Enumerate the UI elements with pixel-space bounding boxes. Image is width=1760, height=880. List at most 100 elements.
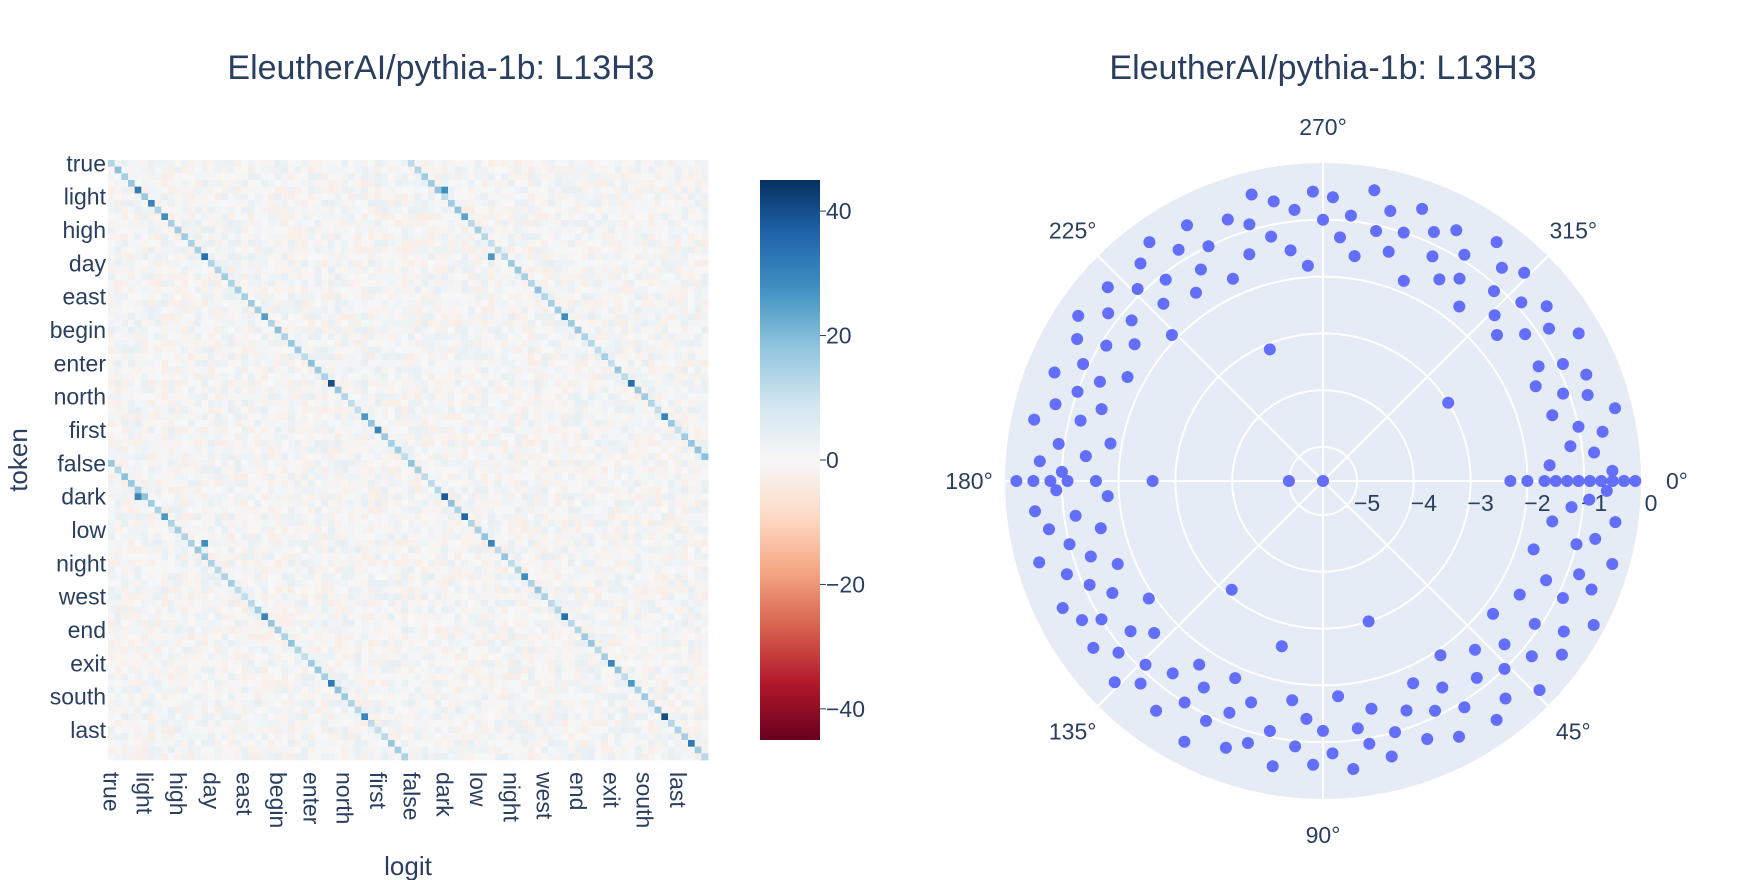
heatmap-cell <box>581 513 589 521</box>
heatmap-cell <box>501 353 509 361</box>
heatmap-cell <box>234 500 242 508</box>
heatmap-cell <box>241 406 249 414</box>
heatmap-cell <box>188 280 196 288</box>
heatmap-cell <box>248 373 256 381</box>
heatmap-cell <box>368 193 376 201</box>
heatmap-cell <box>274 493 282 501</box>
heatmap-cell <box>374 380 382 388</box>
heatmap-cell <box>494 513 502 521</box>
heatmap-cell <box>354 440 362 448</box>
heatmap-cell <box>408 373 416 381</box>
heatmap-cell <box>548 493 556 501</box>
heatmap-cell <box>148 500 156 508</box>
heatmap-cell <box>288 520 296 528</box>
heatmap-cell <box>414 453 422 461</box>
heatmap-cell <box>421 486 429 494</box>
heatmap-cell <box>688 346 696 354</box>
heatmap-cell <box>488 486 496 494</box>
heatmap-cell <box>534 180 542 188</box>
heatmap-cell <box>114 380 122 388</box>
heatmap-cell <box>154 406 162 414</box>
heatmap-cell <box>161 366 169 374</box>
heatmap-cell <box>574 366 582 374</box>
heatmap-cell <box>154 186 162 194</box>
heatmap-cell <box>361 306 369 314</box>
heatmap-cell <box>308 420 316 428</box>
heatmap-cell <box>681 466 689 474</box>
heatmap-cell <box>514 240 522 248</box>
heatmap-cell <box>608 346 616 354</box>
heatmap-cell <box>241 520 249 528</box>
heatmap-cell <box>401 166 409 174</box>
heatmap-cell <box>694 213 702 221</box>
heatmap-cell <box>594 360 602 368</box>
heatmap-cell <box>234 400 242 408</box>
heatmap-cell <box>548 346 556 354</box>
heatmap-cell <box>388 266 396 274</box>
heatmap-cell <box>668 180 676 188</box>
heatmap-cell <box>261 426 269 434</box>
heatmap-cell <box>128 193 136 201</box>
heatmap-cell <box>321 273 329 281</box>
heatmap-cell <box>281 186 289 194</box>
heatmap-cell <box>494 486 502 494</box>
heatmap-cell <box>421 320 429 328</box>
heatmap-cell <box>208 386 216 394</box>
heatmap-cell <box>508 273 516 281</box>
heatmap-cell <box>148 280 156 288</box>
heatmap-cell <box>568 233 576 241</box>
heatmap-cell <box>141 346 149 354</box>
heatmap-cell <box>594 313 602 321</box>
heatmap-cell <box>501 206 509 214</box>
heatmap-cell <box>361 273 369 281</box>
heatmap-cell <box>434 480 442 488</box>
heatmap-cell <box>528 353 536 361</box>
heatmap-cell <box>494 413 502 421</box>
heatmap-cell <box>368 360 376 368</box>
heatmap-cell <box>528 460 536 468</box>
heatmap-cell <box>174 506 182 514</box>
heatmap-cell <box>334 400 342 408</box>
heatmap-cell <box>701 226 709 234</box>
heatmap-cell <box>694 480 702 488</box>
heatmap-cell <box>601 346 609 354</box>
heatmap-cell <box>681 246 689 254</box>
heatmap-cell <box>561 293 569 301</box>
heatmap-cell <box>234 273 242 281</box>
heatmap-cell <box>121 433 129 441</box>
heatmap-cell <box>201 400 209 408</box>
heatmap-cell <box>128 386 136 394</box>
heatmap-cell <box>541 520 549 528</box>
heatmap-cell <box>588 486 596 494</box>
heatmap-cell <box>688 433 696 441</box>
heatmap-cell <box>534 433 542 441</box>
heatmap-cell <box>161 233 169 241</box>
heatmap-cell <box>641 326 649 334</box>
heatmap-cell <box>134 486 142 494</box>
heatmap-cell <box>694 366 702 374</box>
heatmap-cell <box>668 220 676 228</box>
heatmap-cell <box>601 473 609 481</box>
heatmap-cell <box>688 453 696 461</box>
heatmap-cell <box>374 413 382 421</box>
heatmap-cell <box>641 413 649 421</box>
heatmap-cell <box>668 286 676 294</box>
heatmap-cell <box>488 260 496 268</box>
heatmap-cell <box>301 173 309 181</box>
heatmap-cell <box>541 480 549 488</box>
heatmap-cell <box>661 266 669 274</box>
heatmap-cell <box>388 300 396 308</box>
heatmap-cell <box>701 326 709 334</box>
heatmap-cell <box>141 400 149 408</box>
heatmap-cell <box>288 406 296 414</box>
heatmap-cell <box>194 200 202 208</box>
heatmap-cell <box>554 393 562 401</box>
heatmap-cell <box>428 360 436 368</box>
heatmap-cell <box>454 180 462 188</box>
heatmap-cell <box>448 313 456 321</box>
heatmap-cell <box>501 340 509 348</box>
heatmap-cell <box>168 193 176 201</box>
heatmap-cell <box>634 486 642 494</box>
heatmap-cell <box>394 466 402 474</box>
heatmap-cell <box>214 266 222 274</box>
